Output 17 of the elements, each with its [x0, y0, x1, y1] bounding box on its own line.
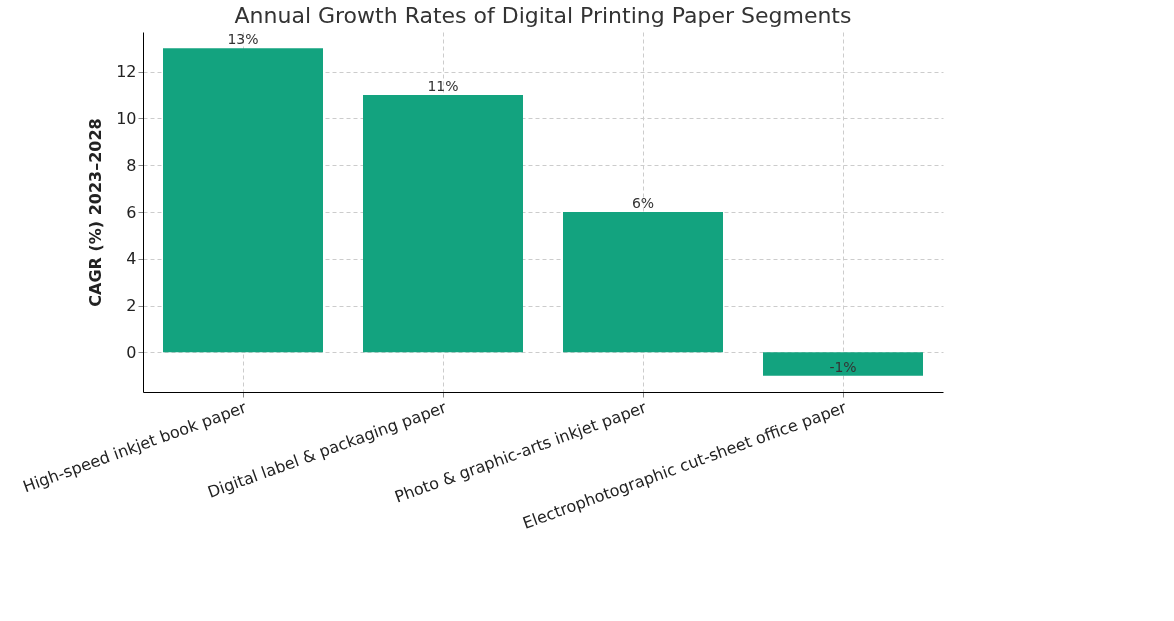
bar [163, 48, 323, 353]
y-tick-label: 12 [116, 62, 137, 82]
y-tick-label: 6 [126, 202, 137, 222]
y-tick-label: 10 [116, 108, 137, 128]
y-axis-title: CAGR (%) 2023–2028 [86, 118, 106, 307]
data-label: 6% [631, 195, 655, 211]
y-tick-label: 2 [126, 296, 137, 316]
y-tick-label: 4 [126, 249, 137, 269]
bar [563, 212, 723, 353]
y-tick-label: 0 [126, 342, 137, 362]
bar [363, 95, 523, 353]
data-label: -1% [829, 358, 857, 375]
data-label: 11% [427, 78, 459, 95]
bar [763, 352, 923, 376]
data-label: 13% [227, 31, 259, 48]
chart-title: Annual Growth Rates of Digital Printing Paper Segments [234, 3, 852, 28]
y-tick-label: 8 [126, 155, 137, 175]
